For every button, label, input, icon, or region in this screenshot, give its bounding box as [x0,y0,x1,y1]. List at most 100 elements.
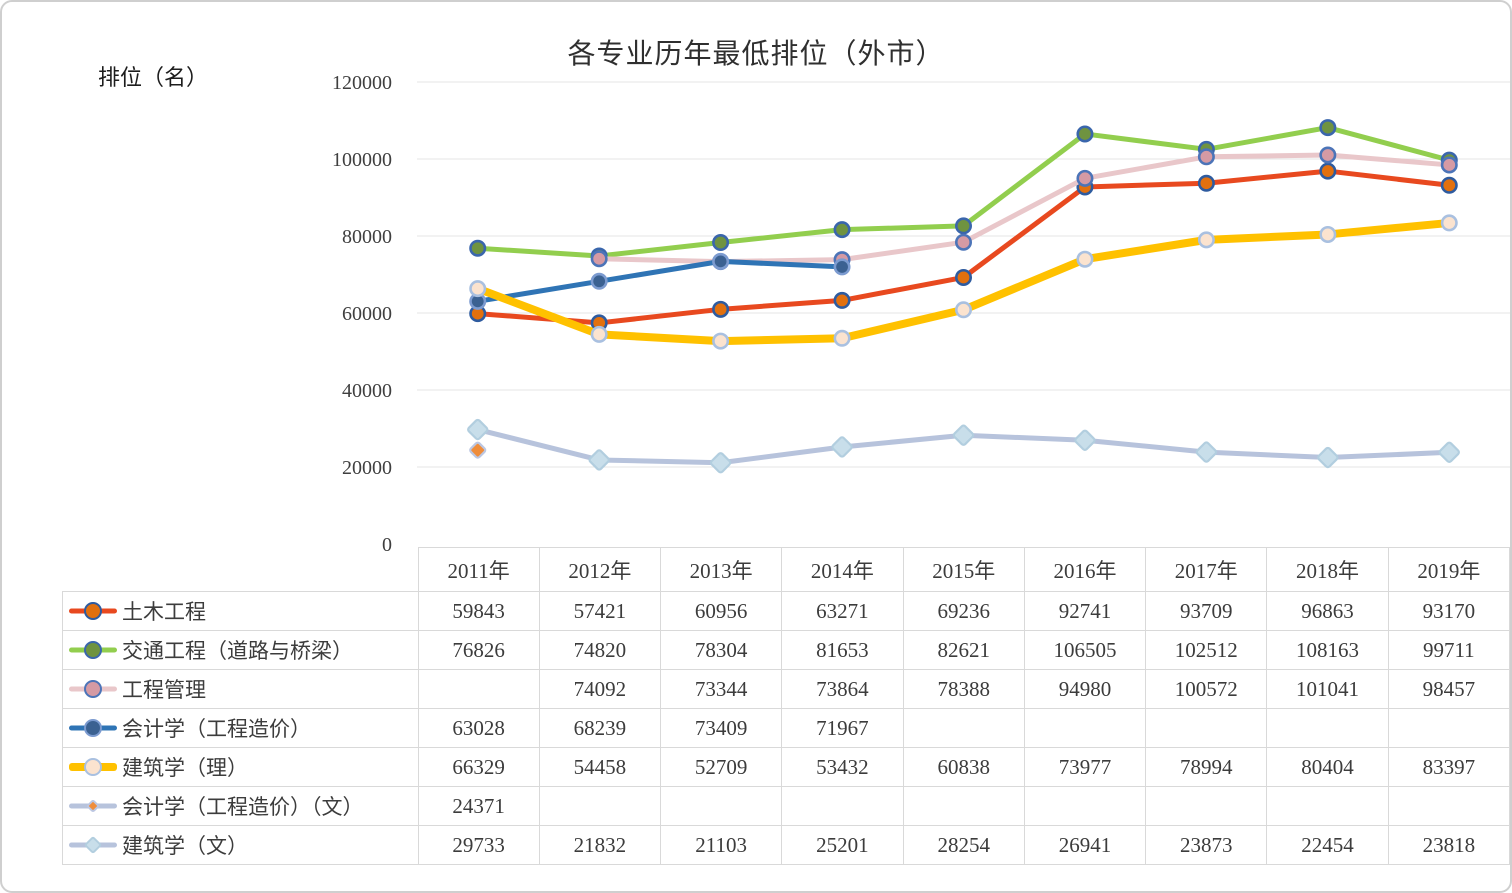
table-cell-value [902,786,1025,826]
table-cell-value: 23818 [1387,825,1510,865]
table-cell-value: 80404 [1266,747,1389,787]
table-cell-value: 108163 [1266,630,1389,670]
data-point-marker [1319,119,1337,137]
legend-marker-icon [69,639,117,661]
table-cell-value: 99711 [1387,630,1510,670]
table-cell-value: 101041 [1266,669,1389,709]
data-point-marker [954,268,972,286]
data-point-marker [1440,176,1458,194]
data-point-marker [1317,446,1339,469]
table-cell-value: 93709 [1145,591,1268,631]
table-cell-value: 69236 [902,591,1025,631]
table-cell-value: 83397 [1387,747,1510,787]
table-corner-spacer [63,548,419,592]
series-legend-cell: 工程管理 [62,669,419,709]
data-point-marker [1319,146,1337,164]
table-row: 工程管理 74092 73344 73864 78388 94980 100572 10104… [62,669,1510,709]
table-cell-value: 78388 [902,669,1025,709]
table-row: 会计学（工程造价） 63028 68239 73409 71967 [62,708,1510,748]
y-tick-label: 80000 [342,226,392,248]
data-point-marker [833,329,851,347]
legend-marker-icon [69,600,117,622]
data-point-marker [954,217,972,235]
table-cell-value: 92741 [1023,591,1147,631]
data-point-marker [712,300,730,318]
table-cell-value: 68239 [538,708,662,748]
table-cell-value: 28254 [902,825,1025,865]
table-cell-value: 23873 [1145,825,1268,865]
table-cell-value: 52709 [660,747,783,787]
table-cell-value: 21103 [660,825,783,865]
legend-marker-icon [69,678,117,700]
series-legend-cell: 土木工程 [62,591,419,631]
series-name-label: 交通工程（道路与桥梁） [122,639,353,663]
column-header-year: 2016年 [1023,547,1147,592]
data-point-marker [590,325,608,343]
table-cell-value: 66329 [417,747,540,787]
table-cell-value [538,786,662,826]
data-point-marker [1440,214,1458,232]
column-header-year: 2017年 [1145,547,1268,592]
column-header-year: 2015年 [902,547,1025,592]
table-row: 交通工程（道路与桥梁） 76826 74820 78304 81653 82621 1065… [62,630,1510,670]
y-tick-label: 20000 [342,457,392,479]
y-tick-label: 40000 [342,380,392,402]
table-cell-value: 54458 [538,747,662,787]
data-point-marker [712,252,730,270]
y-tick-label: 0 [382,534,392,556]
data-point-marker [712,234,730,252]
series-legend-cell: 交通工程（道路与桥梁） [62,630,419,670]
table-cell-value: 63271 [781,591,904,631]
table-cell-value: 63028 [417,708,540,748]
column-header-year: 2011年 [417,547,540,592]
data-point-marker [590,250,608,268]
table-cell-value: 73344 [660,669,783,709]
table-cell-value: 102512 [1145,630,1268,670]
y-tick-label: 60000 [342,303,392,325]
series-name-label: 会计学（工程造价） [122,717,311,741]
table-cell-value: 78304 [660,630,783,670]
table-cell-value: 98457 [1387,669,1510,709]
table-cell-value: 76826 [417,630,540,670]
data-point-marker [467,418,489,441]
table-cell-value [660,786,783,826]
series-legend-cell: 会计学（工程造价）（文） [62,786,419,826]
table-cell-value: 60838 [902,747,1025,787]
y-axis-title: 排位（名） [98,65,209,90]
series-name-label: 会计学（工程造价）（文） [122,795,364,819]
table-cell-value: 106505 [1023,630,1147,670]
data-point-marker [1197,231,1215,249]
data-point-marker [1076,125,1094,143]
data-point-marker [1197,148,1215,166]
table-cell-value [1023,786,1147,826]
table-cell-value: 59843 [417,591,540,631]
table-row: 建筑学（文） 29733 21832 21103 25201 28254 26941 2387… [62,825,1510,865]
data-table-body: 土木工程 59843 57421 60956 63271 69236 92741 93709 9… [62,591,1510,865]
table-cell-value: 22454 [1266,825,1389,865]
data-point-marker [954,301,972,319]
table-cell-value: 25201 [781,825,904,865]
series-legend-cell: 建筑学（文） [62,825,419,865]
table-cell-value: 60956 [660,591,783,631]
data-point-marker [709,452,732,474]
table-cell-value [1145,786,1268,826]
table-row: 建筑学（理） 66329 54458 52709 53432 60838 73977 7899… [62,747,1510,787]
table-cell-value [1266,708,1389,748]
data-point-marker [590,272,608,290]
table-cell-value: 81653 [781,630,904,670]
data-point-marker [469,239,487,257]
table-cell-value: 74092 [538,669,662,709]
table-cell-value: 93170 [1387,591,1510,631]
data-point-marker [954,233,972,251]
data-point-marker [1076,250,1094,268]
table-cell-value [1145,708,1268,748]
table-cell-value: 24371 [417,786,540,826]
table-cell-value: 78994 [1145,747,1268,787]
data-point-marker [469,280,487,298]
table-cell-value [417,669,540,709]
data-point-marker [1074,429,1096,451]
legend-marker-icon [69,795,117,817]
data-point-marker [952,424,975,446]
